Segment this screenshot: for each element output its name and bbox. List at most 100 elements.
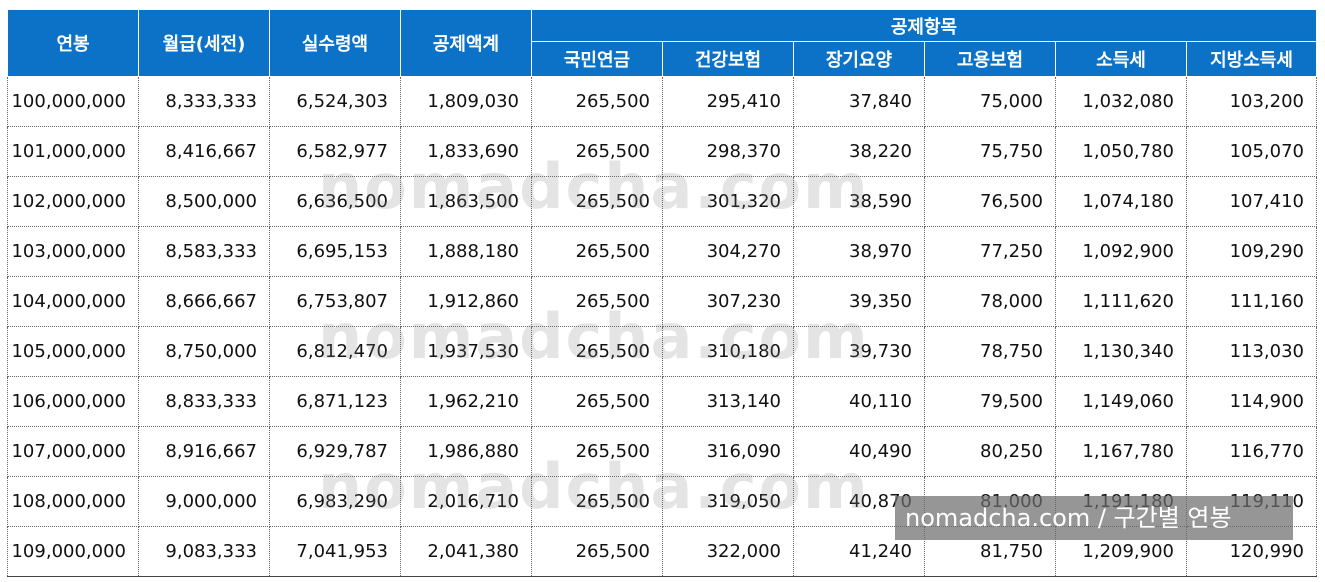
salary-table: 연봉 월급(세전) 실수령액 공제액계 공제항목 국민연금 건강보험 장기요양 … [7,9,1317,577]
cell-long-term-care: 37,840 [793,76,925,127]
cell-local-income-tax: 114,900 [1186,376,1317,427]
cell-income-tax: 1,149,060 [1055,376,1187,427]
header-long-term-care: 장기요양 [793,41,925,77]
cell-local-income-tax: 103,200 [1186,76,1317,127]
cell-salary: 109,000,000 [7,526,139,577]
cell-income-tax: 1,032,080 [1055,76,1187,127]
cell-health-insurance: 313,140 [662,376,794,427]
cell-income-tax: 1,074,180 [1055,176,1187,227]
cell-employment-insurance: 75,000 [924,76,1056,127]
header-health-insurance: 건강보험 [662,41,794,77]
cell-local-income-tax: 109,290 [1186,226,1317,277]
cell-net-monthly: 6,636,500 [269,176,401,227]
cell-salary: 101,000,000 [7,126,139,177]
cell-net-monthly: 6,753,807 [269,276,401,327]
cell-employment-insurance: 78,750 [924,326,1056,377]
cell-long-term-care: 38,970 [793,226,925,277]
cell-long-term-care: 39,350 [793,276,925,327]
table-row: 109,000,000 9,083,333 7,041,953 2,041,380 26… [7,526,1317,577]
table-row: 104,000,000 8,666,667 6,753,807 1,912,860 26… [7,276,1317,327]
cell-monthly-gross: 8,916,667 [138,426,270,477]
table-row: 106,000,000 8,833,333 6,871,123 1,962,210 26… [7,376,1317,427]
cell-employment-insurance: 77,250 [924,226,1056,277]
cell-monthly-gross: 9,000,000 [138,476,270,527]
cell-monthly-gross: 8,833,333 [138,376,270,427]
cell-income-tax: 1,111,620 [1055,276,1187,327]
table-body: 100,000,000 8,333,333 6,524,303 1,809,030 26… [7,76,1317,577]
cell-net-monthly: 7,041,953 [269,526,401,577]
cell-monthly-gross: 8,666,667 [138,276,270,327]
header-deduction-items-group: 공제항목 [531,9,1317,42]
header-employment-insurance: 고용보험 [924,41,1056,77]
cell-net-monthly: 6,983,290 [269,476,401,527]
cell-salary: 103,000,000 [7,226,139,277]
cell-deduction-total: 1,962,210 [400,376,532,427]
cell-employment-insurance: 78,000 [924,276,1056,327]
cell-long-term-care: 38,590 [793,176,925,227]
cell-deduction-total: 1,833,690 [400,126,532,177]
cell-local-income-tax: 111,160 [1186,276,1317,327]
header-row-sub: 국민연금 건강보험 장기요양 고용보험 소득세 지방소득세 [8,41,1317,77]
cell-national-pension: 265,500 [531,376,663,427]
cell-health-insurance: 310,180 [662,326,794,377]
cell-national-pension: 265,500 [531,226,663,277]
cell-national-pension: 265,500 [531,426,663,477]
cell-health-insurance: 316,090 [662,426,794,477]
cell-net-monthly: 6,871,123 [269,376,401,427]
cell-income-tax: 1,050,780 [1055,126,1187,177]
cell-long-term-care: 39,730 [793,326,925,377]
table-row: 103,000,000 8,583,333 6,695,153 1,888,180 26… [7,226,1317,277]
header-national-pension: 국민연금 [531,41,663,77]
cell-health-insurance: 295,410 [662,76,794,127]
header-monthly-gross: 월급(세전) [138,9,270,77]
cell-monthly-gross: 8,500,000 [138,176,270,227]
header-row-top: 연봉 월급(세전) 실수령액 공제액계 공제항목 [7,9,1317,77]
salary-table-container: 연봉 월급(세전) 실수령액 공제액계 공제항목 국민연금 건강보험 장기요양 … [7,9,1317,577]
cell-long-term-care: 38,220 [793,126,925,177]
cell-deduction-total: 2,041,380 [400,526,532,577]
cell-salary: 108,000,000 [7,476,139,527]
table-row: 102,000,000 8,500,000 6,636,500 1,863,500 26… [7,176,1317,227]
cell-monthly-gross: 8,583,333 [138,226,270,277]
cell-health-insurance: 319,050 [662,476,794,527]
cell-health-insurance: 301,320 [662,176,794,227]
table-header: 연봉 월급(세전) 실수령액 공제액계 공제항목 국민연금 건강보험 장기요양 … [7,9,1317,77]
cell-national-pension: 265,500 [531,526,663,577]
cell-employment-insurance: 80,250 [924,426,1056,477]
header-deduction-total: 공제액계 [400,9,532,77]
cell-local-income-tax: 113,030 [1186,326,1317,377]
cell-net-monthly: 6,812,470 [269,326,401,377]
cell-local-income-tax: 116,770 [1186,426,1317,477]
cell-deduction-total: 1,863,500 [400,176,532,227]
cell-net-monthly: 6,524,303 [269,76,401,127]
cell-national-pension: 265,500 [531,476,663,527]
cell-deduction-total: 1,888,180 [400,226,532,277]
table-row: 100,000,000 8,333,333 6,524,303 1,809,030 26… [7,76,1317,127]
cell-health-insurance: 304,270 [662,226,794,277]
cell-health-insurance: 322,000 [662,526,794,577]
cell-long-term-care: 40,490 [793,426,925,477]
header-income-tax: 소득세 [1055,41,1187,77]
cell-employment-insurance: 76,500 [924,176,1056,227]
header-salary: 연봉 [7,9,139,77]
header-net-monthly: 실수령액 [269,9,401,77]
cell-salary: 105,000,000 [7,326,139,377]
cell-health-insurance: 298,370 [662,126,794,177]
cell-deduction-total: 1,986,880 [400,426,532,477]
cell-monthly-gross: 9,083,333 [138,526,270,577]
cell-income-tax: 1,167,780 [1055,426,1187,477]
cell-health-insurance: 307,230 [662,276,794,327]
caption-overlay: nomadcha.com / 구간별 연봉 [895,496,1293,540]
cell-deduction-total: 2,016,710 [400,476,532,527]
cell-national-pension: 265,500 [531,76,663,127]
cell-net-monthly: 6,929,787 [269,426,401,477]
cell-monthly-gross: 8,333,333 [138,76,270,127]
header-local-income-tax: 지방소득세 [1186,41,1317,77]
cell-national-pension: 265,500 [531,176,663,227]
cell-local-income-tax: 107,410 [1186,176,1317,227]
cell-salary: 104,000,000 [7,276,139,327]
table-row: 101,000,000 8,416,667 6,582,977 1,833,690 26… [7,126,1317,177]
cell-salary: 102,000,000 [7,176,139,227]
cell-income-tax: 1,130,340 [1055,326,1187,377]
cell-monthly-gross: 8,416,667 [138,126,270,177]
